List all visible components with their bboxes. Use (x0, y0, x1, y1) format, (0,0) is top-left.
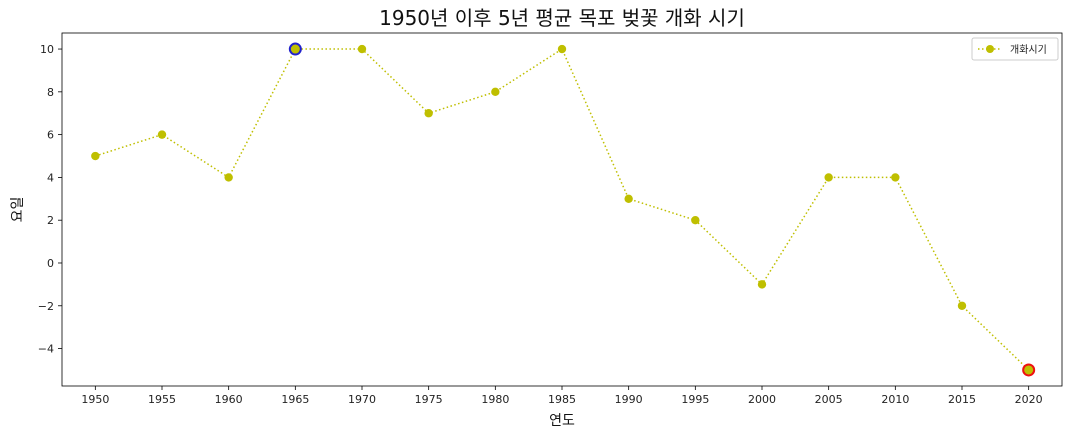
data-point (824, 173, 833, 182)
data-point (624, 194, 633, 204)
series-layer (91, 42, 1036, 377)
y-tick-label: 8 (47, 86, 54, 99)
series-line (95, 47, 1030, 371)
x-tick-label: 1955 (148, 393, 176, 406)
x-tick-label: 2015 (948, 393, 976, 406)
y-tick-label: −4 (38, 343, 54, 356)
data-point (91, 151, 100, 161)
x-axis: 1950 1955 1960 1965 1970 1975 1980 1985 1990 1995… (81, 386, 1043, 406)
x-tick-label: 1980 (481, 393, 509, 406)
legend-box (971, 37, 1059, 61)
data-point (557, 44, 567, 54)
legend-label: 개화시기 (1010, 44, 1047, 56)
data-point (157, 130, 167, 139)
legend: 개화시기 (971, 37, 1059, 61)
x-tick-label: 1950 (81, 393, 109, 406)
plot-frame (61, 32, 1063, 387)
data-point (424, 109, 433, 118)
data-point (891, 173, 900, 182)
x-tick-label: 1960 (215, 393, 243, 406)
x-tick-label: 1985 (548, 393, 576, 406)
y-axis: 10 8 6 4 2 0 −2 −4 (38, 43, 62, 356)
x-tick-label: 1965 (281, 393, 309, 406)
data-point (491, 87, 500, 97)
x-tick-label: 2010 (881, 393, 909, 406)
legend-marker-swatch (986, 45, 994, 53)
y-tick-label: −2 (38, 300, 54, 313)
data-point (957, 301, 967, 310)
highlight-point (1022, 363, 1036, 377)
y-tick-label: 6 (47, 129, 54, 142)
x-tick-label: 2020 (1015, 393, 1043, 406)
x-tick-label: 1970 (348, 393, 376, 406)
x-tick-label: 1995 (681, 393, 709, 406)
y-tick-label: 10 (40, 43, 54, 56)
x-axis-title: 연도 (549, 413, 575, 429)
x-tick-label: 1975 (415, 393, 443, 406)
y-axis-title: 요일 (10, 197, 26, 223)
x-tick-label: 2005 (815, 393, 843, 406)
data-point (757, 280, 767, 289)
y-tick-label: 0 (47, 257, 54, 270)
data-point (357, 44, 367, 54)
highlight-point (288, 42, 302, 56)
y-tick-label: 2 (47, 214, 54, 227)
x-tick-label: 1990 (615, 393, 643, 406)
chart-title: 1950년 이후 5년 평균 목포 벚꽃 개화 시기 (379, 6, 745, 30)
y-tick-label: 4 (47, 171, 54, 184)
data-point (691, 215, 700, 225)
x-tick-label: 2000 (748, 393, 776, 406)
data-point (224, 173, 233, 182)
